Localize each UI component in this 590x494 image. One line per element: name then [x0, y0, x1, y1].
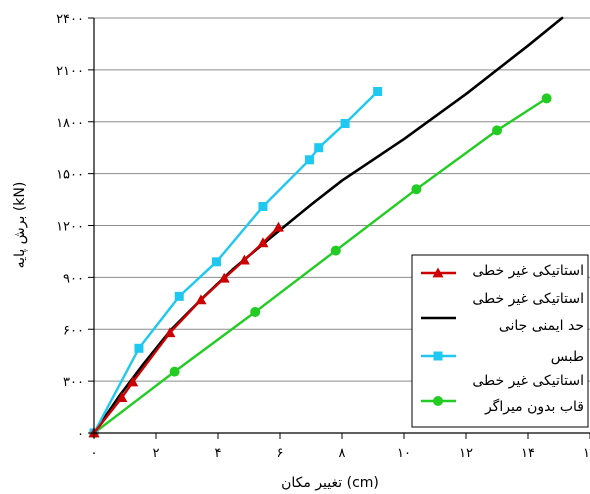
y-tick-label: ۱۵۰۰	[56, 168, 84, 183]
x-tick-label: ۸	[339, 446, 346, 461]
data-point	[304, 155, 314, 165]
data-point	[169, 366, 180, 377]
legend-swatch-marker	[433, 351, 443, 361]
x-tick-label: ۶	[277, 446, 284, 461]
data-point	[116, 392, 128, 402]
data-point	[238, 254, 250, 265]
x-tick-label: ۱۶	[583, 446, 590, 461]
data-point	[373, 86, 383, 96]
data-point	[272, 221, 284, 232]
y-axis-title: برش پایه (kN)	[12, 182, 28, 269]
x-axis-title: تغییر مکان (cm)	[281, 475, 379, 491]
data-point	[174, 291, 184, 301]
legend-swatch-marker	[432, 267, 444, 278]
data-point	[134, 343, 144, 353]
data-point	[258, 201, 268, 211]
series-0	[88, 221, 284, 438]
y-tick-label: ۹۰۰	[63, 271, 84, 286]
data-point	[257, 237, 269, 248]
legend-label: طبس	[551, 349, 584, 365]
data-point	[127, 376, 139, 387]
series-line	[92, 226, 280, 435]
legend-label: استاتیکی غیر خطی	[472, 291, 584, 307]
series-line	[92, 90, 379, 435]
data-point	[314, 143, 324, 153]
data-point	[164, 327, 176, 338]
series-1	[92, 16, 564, 435]
legend-label: استاتیکی غیر خطی	[472, 373, 584, 389]
legend: استاتیکی غیر خطی استاتیکی غیر خطی حد ایمنی…	[411, 254, 589, 428]
data-point	[411, 184, 422, 195]
x-tick-label: ۴	[215, 446, 222, 461]
data-point	[211, 257, 221, 267]
data-point	[250, 306, 261, 317]
y-tick-label: ۱۲۰۰	[56, 220, 84, 235]
data-point	[492, 125, 502, 136]
legend-label: حد ایمنی جانی	[499, 318, 584, 334]
x-tick-label: ۱۰	[397, 446, 411, 461]
x-tick-label: ۰	[91, 446, 98, 461]
y-tick-label: ۰	[77, 427, 84, 442]
data-point	[340, 118, 350, 128]
legend-label: استاتیکی غیر خطی	[472, 263, 584, 279]
y-tick-label: ۳۰۰	[63, 375, 84, 390]
data-point	[218, 272, 230, 283]
y-tick-label: ۶۰۰	[63, 323, 84, 338]
legend-entry-0: استاتیکی غیر خطی	[421, 263, 584, 279]
data-point	[541, 93, 552, 104]
series-line	[92, 16, 564, 435]
y-tick-label: ۲۱۰۰	[56, 64, 84, 79]
x-tick-label: ۱۲	[459, 446, 473, 461]
data-point	[195, 294, 207, 305]
legend-label: قاب بدون میراگر	[484, 398, 584, 415]
legend-entry-1: استاتیکی غیر خطی حد ایمنی جانی	[421, 291, 584, 334]
x-tick-label: ۲	[153, 446, 160, 461]
tick-labels: ۰ ۳۰۰ ۶۰۰ ۹۰۰ ۱۲۰۰ ۱۵۰۰ ۱۸۰۰ ۲۱۰۰ ۲۴۰۰ ۰ ۲ ۴ ۶ ۸ ۱۰ ۱۲ ۱…	[56, 12, 590, 461]
legend-entry-2: طبس	[421, 349, 584, 365]
data-point	[330, 245, 341, 256]
legend-entry-3: استاتیکی غیر خطی قاب بدون میراگر	[421, 373, 584, 415]
y-tick-label: ۲۴۰۰	[56, 12, 84, 27]
axes	[88, 17, 590, 439]
x-tick-label: ۱۴	[521, 446, 535, 461]
y-tick-label: ۱۸۰۰	[56, 116, 84, 131]
legend-swatch-marker	[433, 396, 443, 406]
